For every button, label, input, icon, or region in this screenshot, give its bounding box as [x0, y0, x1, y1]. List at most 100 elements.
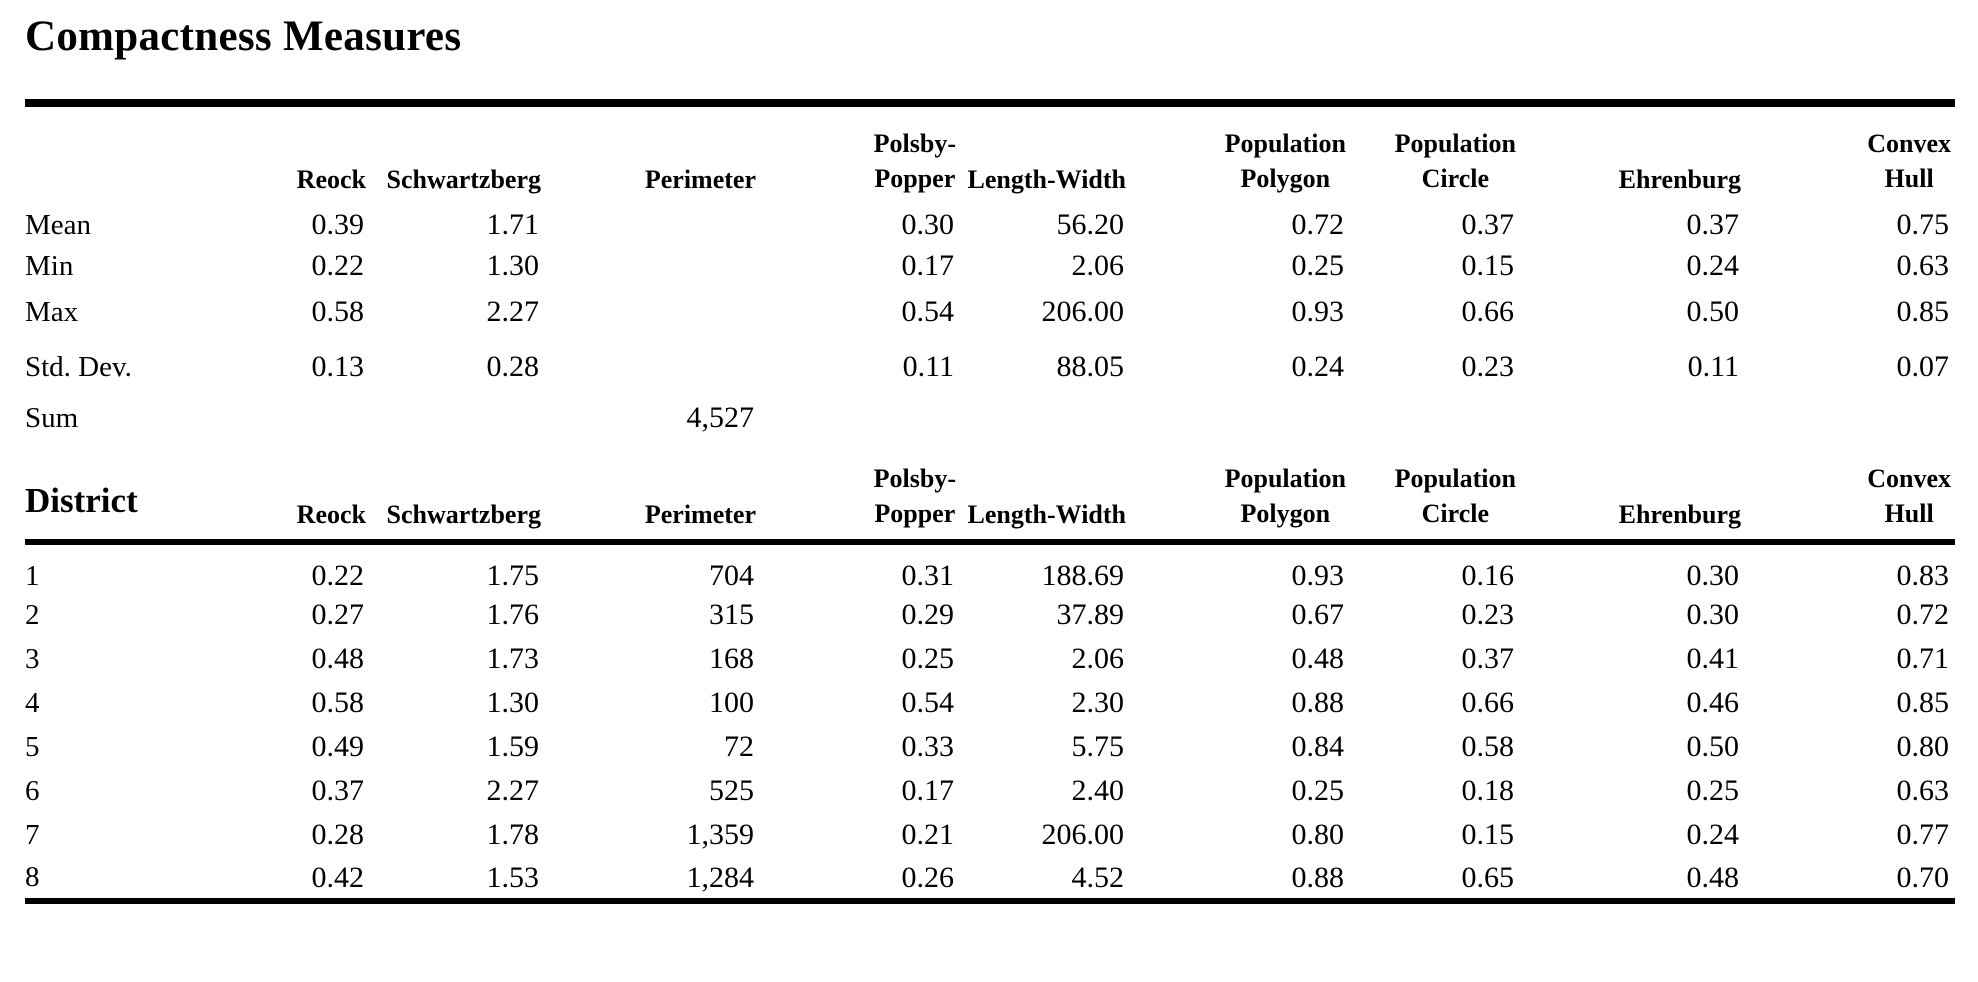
cell-reock: 0.42: [311, 860, 365, 894]
cell-schwartzberg: 1.30: [486, 249, 540, 282]
column-header-ehrenburg: Ehrenburg: [1618, 499, 1741, 529]
cell-polsby-popper: 0.30: [901, 208, 955, 241]
cell-ehrenburg: [1520, 396, 1745, 440]
cell-perimeter: 72: [724, 730, 754, 763]
cell-ehrenburg: 0.30: [1686, 598, 1740, 631]
cell-population-polygon: 0.93: [1291, 559, 1345, 592]
cell-population-circle: [1350, 396, 1520, 440]
district-number: 4: [25, 686, 40, 719]
cell-perimeter: 168: [709, 642, 754, 675]
cell-population-circle: 0.58: [1461, 730, 1515, 763]
district-number: 1: [25, 559, 40, 592]
cell-length-width: 4.52: [1071, 860, 1125, 894]
cell-length-width: 206.00: [1041, 818, 1125, 851]
cell-length-width: 2.30: [1071, 686, 1125, 719]
cell-ehrenburg: 0.25: [1686, 774, 1740, 807]
cell-perimeter: [545, 246, 760, 286]
column-header-population-polygon: Population Polygon: [1224, 128, 1346, 193]
cell-reock: [255, 396, 370, 440]
district-row: 1 0.22 1.75 704 0.31 188.69 0.93 0.16 0.…: [25, 542, 1955, 593]
summary-header-blank: [25, 112, 255, 204]
cell-polsby-popper: 0.33: [901, 730, 955, 763]
district-number: 2: [25, 598, 40, 631]
cell-length-width: 2.06: [1071, 642, 1125, 675]
cell-perimeter: 525: [709, 774, 754, 807]
column-header-schwartzberg: Schwartzberg: [386, 164, 541, 194]
cell-perimeter: [545, 286, 760, 338]
column-header-polsby-popper: Polsby- Popper: [873, 128, 956, 193]
cell-ehrenburg: 0.24: [1686, 249, 1740, 282]
cell-ehrenburg: 0.24: [1686, 818, 1740, 851]
cell-convex-hull: [1745, 396, 1955, 440]
district-row: 3 0.48 1.73 168 0.25 2.06 0.48 0.37 0.41…: [25, 637, 1955, 681]
cell-population-polygon: 0.93: [1291, 295, 1345, 328]
summary-row-max: Max 0.58 2.27 0.54 206.00 0.93 0.66 0.50…: [25, 286, 1955, 338]
cell-population-circle: 0.37: [1461, 642, 1515, 675]
cell-polsby-popper: 0.54: [901, 295, 955, 328]
cell-population-polygon: 0.25: [1291, 774, 1345, 807]
cell-ehrenburg: 0.41: [1686, 642, 1740, 675]
row-label: Sum: [25, 401, 79, 434]
cell-reock: 0.27: [311, 598, 365, 631]
cell-ehrenburg: 0.48: [1686, 860, 1740, 894]
cell-schwartzberg: 1.59: [486, 730, 540, 763]
cell-polsby-popper: 0.17: [901, 249, 955, 282]
cell-population-circle: 0.15: [1461, 818, 1515, 851]
cell-reock: 0.37: [311, 774, 365, 807]
cell-length-width: 37.89: [1056, 598, 1125, 631]
cell-reock: 0.28: [311, 818, 365, 851]
cell-population-circle: 0.23: [1461, 598, 1515, 631]
district-row: 6 0.37 2.27 525 0.17 2.40 0.25 0.18 0.25…: [25, 769, 1955, 813]
row-label: Max: [25, 295, 79, 328]
cell-schwartzberg: 1.53: [486, 860, 540, 894]
cell-convex-hull: 0.85: [1896, 686, 1950, 719]
cell-population-polygon: 0.24: [1291, 350, 1345, 383]
cell-reock: 0.22: [311, 249, 365, 282]
cell-perimeter: 1,359: [686, 818, 755, 851]
cell-population-circle: 0.18: [1461, 774, 1515, 807]
cell-polsby-popper: 0.29: [901, 598, 955, 631]
district-row: 7 0.28 1.78 1,359 0.21 206.00 0.80 0.15 …: [25, 813, 1955, 857]
column-header-reock: Reock: [296, 499, 366, 529]
cell-length-width: 88.05: [1056, 350, 1125, 383]
district-number: 7: [25, 818, 40, 851]
row-label: Min: [25, 249, 74, 282]
cell-population-circle: 0.23: [1461, 350, 1515, 383]
cell-schwartzberg: 0.28: [486, 350, 540, 383]
cell-convex-hull: 0.63: [1896, 249, 1950, 282]
cell-ehrenburg: 0.50: [1686, 295, 1740, 328]
summary-row-min: Min 0.22 1.30 0.17 2.06 0.25 0.15 0.24 0…: [25, 246, 1955, 286]
cell-ehrenburg: 0.50: [1686, 730, 1740, 763]
cell-convex-hull: 0.70: [1896, 860, 1950, 894]
cell-population-polygon: 0.25: [1291, 249, 1345, 282]
cell-convex-hull: 0.07: [1896, 350, 1950, 383]
column-header-convex-hull: Convex Hull: [1867, 463, 1951, 528]
summary-row-sum: Sum 4,527: [25, 396, 1955, 440]
cell-population-polygon: 0.67: [1291, 598, 1345, 631]
district-header-label: District: [25, 481, 138, 521]
column-header-perimeter: Perimeter: [644, 499, 756, 529]
column-header-polsby-popper: Polsby- Popper: [873, 463, 956, 528]
cell-population-circle: 0.66: [1461, 295, 1515, 328]
cell-reock: 0.49: [311, 730, 365, 763]
cell-schwartzberg: 2.27: [486, 774, 540, 807]
summary-row-std-dev: Std. Dev. 0.13 0.28 0.11 88.05 0.24 0.23…: [25, 338, 1955, 396]
cell-perimeter: 704: [709, 559, 754, 592]
cell-schwartzberg: 1.78: [486, 818, 540, 851]
cell-convex-hull: 0.71: [1896, 642, 1950, 675]
cell-reock: 0.22: [311, 559, 365, 592]
cell-reock: 0.39: [311, 208, 365, 241]
column-header-population-polygon: Population Polygon: [1224, 463, 1346, 528]
cell-polsby-popper: 0.17: [901, 774, 955, 807]
district-number: 6: [25, 774, 40, 807]
cell-length-width: 56.20: [1056, 208, 1125, 241]
cell-perimeter: 315: [709, 598, 754, 631]
district-header-row: District Reock Schwartzberg Perimeter Po…: [25, 440, 1955, 542]
cell-population-polygon: 0.88: [1291, 860, 1345, 894]
summary-header-row: Reock Schwartzberg Perimeter Polsby- Popp…: [25, 112, 1955, 204]
cell-ehrenburg: 0.11: [1687, 350, 1739, 383]
cell-reock: 0.58: [311, 686, 365, 719]
column-header-schwartzberg: Schwartzberg: [386, 499, 541, 529]
cell-reock: 0.58: [311, 295, 365, 328]
